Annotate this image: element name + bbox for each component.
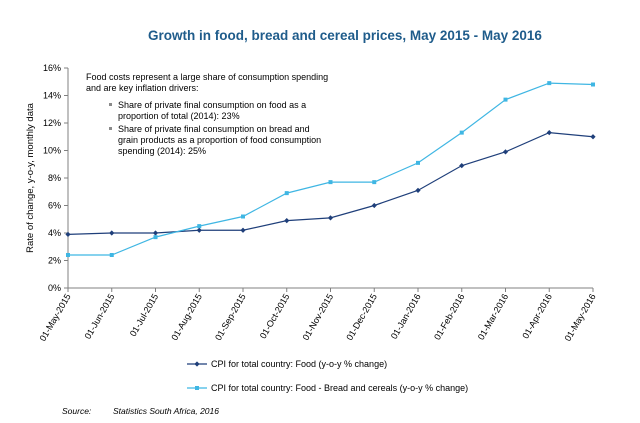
data-point [546, 130, 552, 136]
y-tick-label: 12% [43, 118, 61, 128]
data-point [153, 235, 158, 240]
x-tick-label: 01-Apr-2016 [520, 292, 554, 340]
x-tick-label: 01-Nov-2015 [301, 292, 336, 342]
y-tick-label: 2% [48, 256, 61, 266]
data-point [284, 218, 290, 224]
annotation-bullet: Share of private final consumption on br… [118, 124, 310, 134]
data-point [459, 163, 465, 169]
data-point [416, 160, 420, 165]
y-tick-label: 8% [48, 173, 61, 183]
source-label: Source: [62, 406, 92, 416]
annotation-box: Food costs represent a large share of co… [86, 72, 328, 156]
data-point [327, 215, 334, 221]
series-group [65, 81, 596, 257]
y-tick-label: 16% [43, 63, 61, 73]
annotation-intro: Food costs represent a large share of co… [86, 72, 328, 82]
data-point [109, 230, 115, 236]
bullet-marker [109, 103, 112, 106]
x-tick-label: 01-Oct-2015 [258, 292, 292, 340]
data-point [459, 130, 464, 135]
y-tick-label: 10% [43, 146, 61, 156]
data-point [328, 180, 333, 185]
legend-marker [195, 386, 199, 390]
x-tick-label: 01-Jan-2016 [389, 292, 423, 341]
data-point [65, 231, 71, 237]
data-point [66, 253, 70, 257]
legend-label: CPI for total country: Food (y-o-y % cha… [211, 359, 387, 369]
data-point [591, 82, 595, 87]
annotation-bullet: grain products as a proportion of food c… [118, 135, 321, 145]
annotation-intro: and are key inflation drivers: [86, 83, 199, 93]
y-axis-label: Rate of change, y-o-y, monthly data [25, 102, 36, 253]
x-tick-label: 01-May-2016 [563, 292, 598, 343]
data-point [284, 191, 289, 196]
data-point [241, 214, 245, 219]
x-tick-label: 01-Feb-2016 [432, 292, 466, 342]
y-tick-label: 14% [43, 91, 61, 101]
x-tick-label: 01-Jun-2015 [83, 292, 117, 341]
data-point [590, 134, 596, 140]
data-point [196, 227, 202, 233]
x-tick-label: 01-Dec-2015 [344, 292, 379, 342]
x-tick-label: 01-Mar-2016 [476, 292, 510, 342]
bullet-marker [109, 127, 112, 130]
data-point [197, 224, 202, 229]
y-tick-label: 0% [48, 283, 61, 293]
source-text: Statistics South Africa, 2016 [113, 406, 219, 416]
legend: CPI for total country: Food (y-o-y % cha… [187, 359, 468, 393]
x-tick-label: 01-Aug-2015 [169, 292, 204, 342]
annotation-bullet: Share of private final consumption on fo… [118, 100, 306, 110]
data-point [152, 230, 159, 236]
data-point [502, 149, 509, 155]
data-point [371, 202, 377, 209]
chart-title: Growth in food, bread and cereal prices,… [148, 28, 542, 43]
y-tick-label: 4% [48, 228, 61, 238]
data-point [415, 187, 421, 193]
data-point [503, 97, 508, 102]
x-tick-label: 01-Jul-2015 [128, 292, 160, 338]
y-tick-label: 6% [48, 201, 61, 211]
legend-marker [194, 361, 200, 367]
data-point [240, 227, 246, 233]
annotation-bullet: spending (2014): 25% [118, 146, 206, 156]
legend-label: CPI for total country: Food - Bread and … [211, 383, 468, 393]
data-point [547, 81, 552, 86]
data-point [109, 253, 114, 257]
annotation-bullet: proportion of total (2014): 23% [118, 111, 240, 121]
data-point [372, 180, 377, 185]
x-tick-label: 01-Sep-2015 [213, 292, 248, 342]
x-tick-label: 01-May-2015 [38, 292, 73, 343]
